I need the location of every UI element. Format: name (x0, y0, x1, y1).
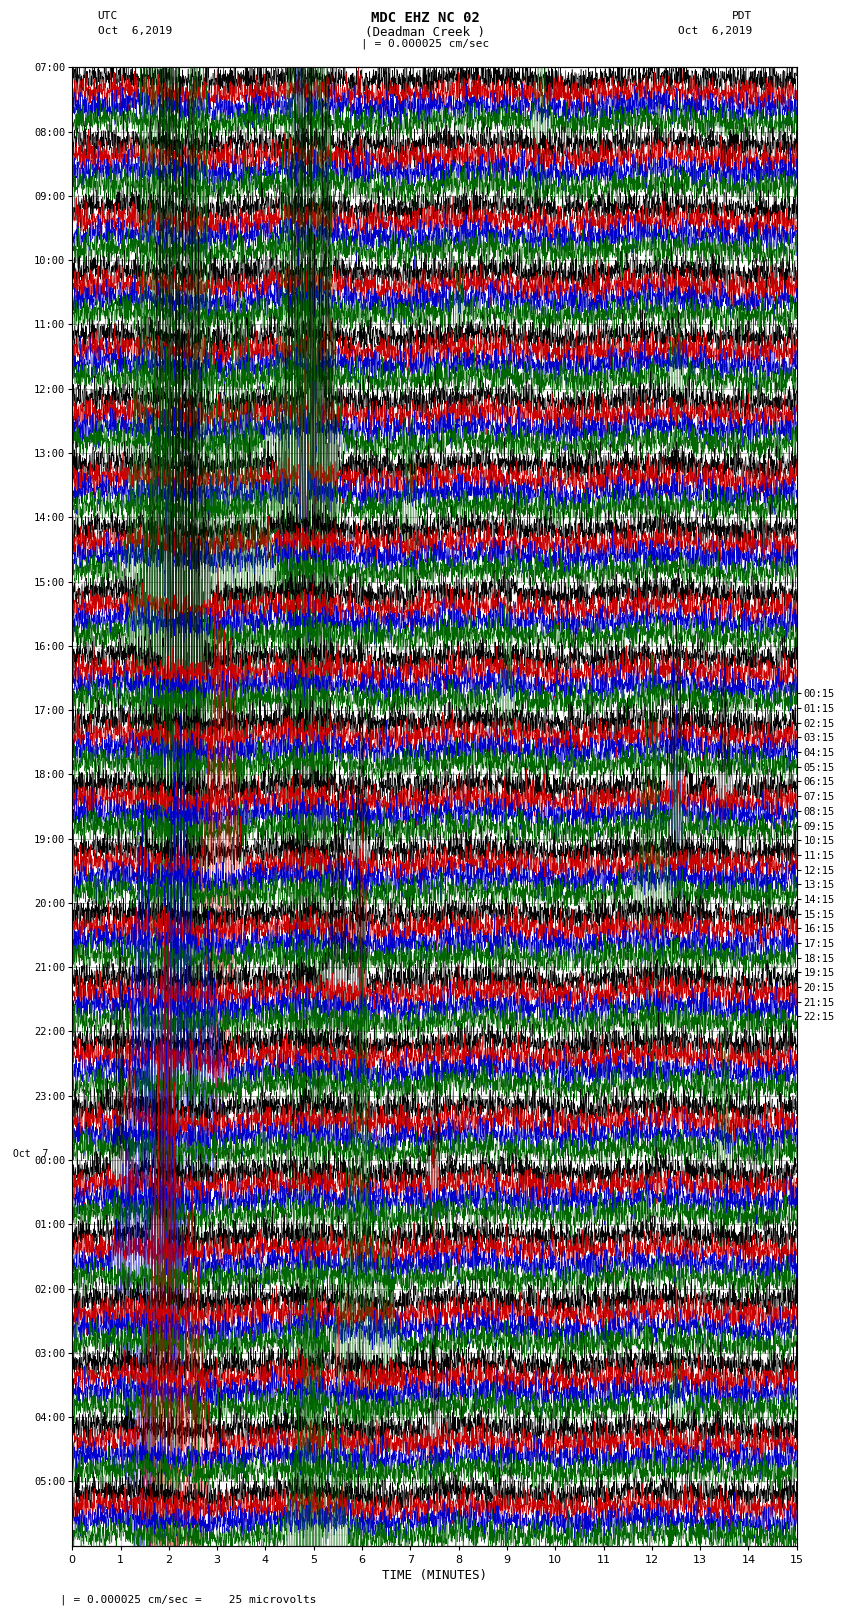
X-axis label: TIME (MINUTES): TIME (MINUTES) (382, 1569, 487, 1582)
Text: (Deadman Creek ): (Deadman Creek ) (365, 26, 485, 39)
Text: Oct  6,2019: Oct 6,2019 (98, 26, 172, 35)
Text: | = 0.000025 cm/sec =    25 microvolts: | = 0.000025 cm/sec = 25 microvolts (60, 1594, 316, 1605)
Text: Oct  6,2019: Oct 6,2019 (678, 26, 752, 35)
Text: PDT: PDT (732, 11, 752, 21)
Text: UTC: UTC (98, 11, 118, 21)
Text: | = 0.000025 cm/sec: | = 0.000025 cm/sec (361, 39, 489, 50)
Text: Oct  7: Oct 7 (13, 1148, 48, 1158)
Text: MDC EHZ NC 02: MDC EHZ NC 02 (371, 11, 479, 26)
